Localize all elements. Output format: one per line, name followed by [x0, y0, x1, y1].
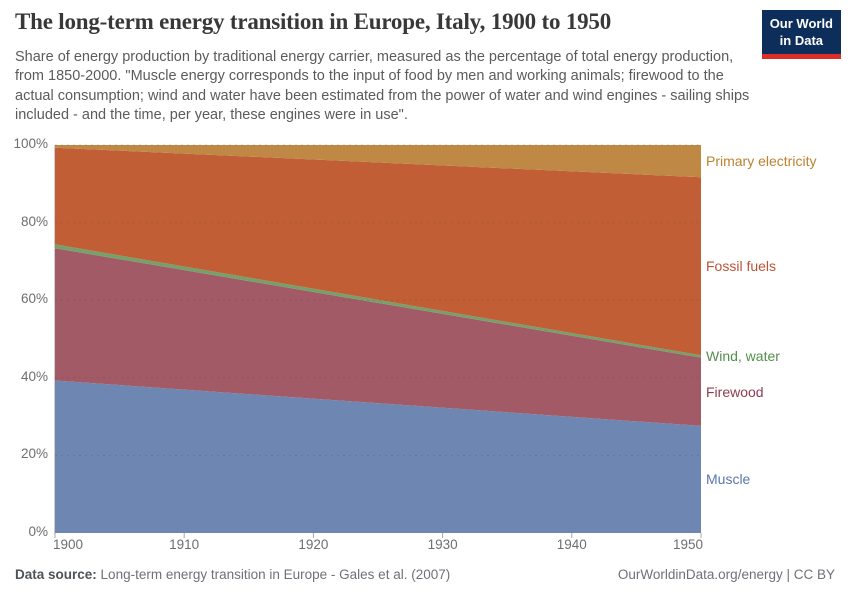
y-axis-label-20: 20%	[20, 446, 48, 462]
x-axis-label-1900: 1900	[53, 537, 84, 552]
area-muscle[interactable]	[55, 380, 701, 533]
credit-link[interactable]: OurWorldinData.org/energy | CC BY	[617, 567, 835, 582]
x-axis-label-1930: 1930	[427, 537, 458, 552]
y-axis-label-80: 80%	[20, 213, 48, 229]
y-axis-label-100: 100%	[13, 136, 48, 151]
owid-logo-line1: Our World	[769, 16, 833, 31]
area-wind-water[interactable]	[55, 244, 701, 358]
legend-label-primary-electricity[interactable]: Primary electricity	[706, 153, 817, 170]
area-primary-electricity[interactable]	[55, 145, 701, 178]
chart-footer: Data source: Long-term energy transition…	[15, 567, 835, 582]
page-title: The long-term energy transition in Europ…	[15, 9, 612, 34]
legend-label-firewood[interactable]: Firewood	[706, 383, 764, 400]
owid-logo-line2: in Data	[779, 32, 824, 48]
legend-label-fossil-fuels[interactable]: Fossil fuels	[706, 258, 777, 275]
y-axis-label-40: 40%	[20, 368, 48, 384]
x-axis-label-1940: 1940	[556, 537, 587, 552]
x-axis-label-1950: 1950	[672, 537, 703, 552]
y-axis-label-60: 60%	[20, 291, 48, 307]
x-axis-label-1920: 1920	[298, 537, 329, 552]
legend-label-wind-water[interactable]: Wind, water	[706, 348, 780, 365]
area-fossil-fuels[interactable]	[55, 147, 701, 356]
data-source-label: Data source:	[15, 567, 97, 582]
x-axis-label-1910: 1910	[169, 537, 200, 552]
data-source-value: Long-term energy transition in Europe - …	[100, 567, 451, 582]
owid-logo: Our World in Data	[761, 10, 841, 60]
chart-subtitle: Share of energy production by traditiona…	[15, 49, 750, 123]
area-firewood[interactable]	[55, 248, 701, 426]
legend-label-muscle[interactable]: Muscle	[706, 471, 751, 488]
data-source: Data source: Long-term energy transition…	[15, 567, 450, 582]
y-axis-label-0: 0%	[28, 524, 48, 539]
